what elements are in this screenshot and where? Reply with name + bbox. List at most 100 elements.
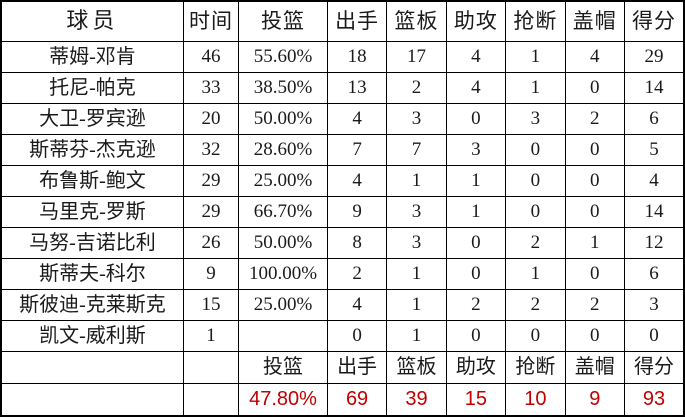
cell-blk: 0 [564, 71, 625, 104]
cell-fg_pct: 28.60% [238, 133, 328, 166]
cell-stl: 0 [505, 319, 566, 352]
player-name-cell: 布鲁斯-鲍文 [0, 164, 184, 197]
column-header-ast: 助攻 [445, 0, 507, 42]
cell-fga: 8 [326, 226, 388, 259]
column-header-reb: 篮板 [386, 0, 447, 42]
total-pts: 93 [623, 382, 685, 417]
total-fg_pct: 47.80% [238, 382, 328, 417]
cell-minutes: 9 [182, 257, 240, 290]
cell-fga: 18 [326, 40, 388, 73]
totals-column-header-ast: 助攻 [445, 350, 507, 384]
cell-ast: 1 [445, 195, 507, 228]
cell-reb: 7 [386, 133, 447, 166]
player-name-cell: 马努-吉诺比利 [0, 226, 184, 259]
total-stl: 10 [505, 382, 566, 417]
table-row: 凯文-威利斯 1 0 1 0 0 0 0 [0, 319, 685, 352]
cell-pts: 4 [623, 164, 685, 197]
cell-fga: 13 [326, 71, 388, 104]
player-name-cell: 斯蒂夫-科尔 [0, 257, 184, 290]
cell-reb: 3 [386, 102, 447, 135]
total-reb: 39 [386, 382, 447, 417]
cell-ast: 2 [445, 288, 507, 321]
cell-stl: 2 [505, 226, 566, 259]
cell-reb: 3 [386, 226, 447, 259]
cell-stl: 0 [505, 133, 566, 166]
cell-pts: 12 [623, 226, 685, 259]
player-name-cell: 托尼-帕克 [0, 71, 184, 104]
cell-fg_pct: 25.00% [238, 164, 328, 197]
totals-column-header-minutes [182, 350, 240, 384]
cell-fg_pct: 50.00% [238, 226, 328, 259]
totals-column-header-pts: 得分 [623, 350, 685, 384]
totals-column-header-fga: 出手 [326, 350, 388, 384]
cell-pts: 29 [623, 40, 685, 73]
totals-column-header-fg_pct: 投篮 [238, 350, 328, 384]
cell-pts: 14 [623, 195, 685, 228]
table-row: 马里克-罗斯 29 66.70% 9 3 1 0 0 14 [0, 195, 685, 228]
cell-minutes: 1 [182, 319, 240, 352]
cell-pts: 6 [623, 102, 685, 135]
table-row: 斯蒂夫-科尔 9 100.00% 2 1 0 1 0 6 [0, 257, 685, 290]
cell-fga: 4 [326, 288, 388, 321]
column-header-blk: 盖帽 [564, 0, 625, 42]
total-blk: 9 [564, 382, 625, 417]
cell-blk: 0 [564, 164, 625, 197]
cell-blk: 0 [564, 133, 625, 166]
cell-blk: 2 [564, 102, 625, 135]
cell-blk: 0 [564, 195, 625, 228]
cell-pts: 0 [623, 319, 685, 352]
cell-fga: 9 [326, 195, 388, 228]
cell-fga: 7 [326, 133, 388, 166]
table-row: 托尼-帕克 33 38.50% 13 2 4 1 0 14 [0, 71, 685, 104]
cell-blk: 1 [564, 226, 625, 259]
cell-blk: 0 [564, 319, 625, 352]
totals-empty-cell [0, 382, 184, 417]
totals-column-header-stl: 抢断 [505, 350, 566, 384]
cell-stl: 0 [505, 164, 566, 197]
cell-fga: 0 [326, 319, 388, 352]
cell-fg_pct [238, 319, 328, 352]
cell-ast: 3 [445, 133, 507, 166]
table-row: 斯彼迪-克莱斯克 15 25.00% 4 1 2 2 2 3 [0, 288, 685, 321]
cell-reb: 3 [386, 195, 447, 228]
cell-pts: 3 [623, 288, 685, 321]
total-ast: 15 [445, 382, 507, 417]
totals-header-row: 投篮 出手 篮板 助攻 抢断 盖帽 得分 [0, 350, 685, 384]
cell-ast: 0 [445, 257, 507, 290]
cell-minutes: 15 [182, 288, 240, 321]
table-row: 布鲁斯-鲍文 29 25.00% 4 1 1 0 0 4 [0, 164, 685, 197]
totals-column-header-reb: 篮板 [386, 350, 447, 384]
column-header-minutes: 时间 [182, 0, 240, 42]
table-row: 大卫-罗宾逊 20 50.00% 4 3 0 3 2 6 [0, 102, 685, 135]
column-header-fga: 出手 [326, 0, 388, 42]
cell-stl: 1 [505, 40, 566, 73]
cell-fg_pct: 25.00% [238, 288, 328, 321]
cell-ast: 0 [445, 319, 507, 352]
cell-ast: 0 [445, 102, 507, 135]
cell-minutes: 29 [182, 164, 240, 197]
cell-ast: 1 [445, 164, 507, 197]
cell-fg_pct: 66.70% [238, 195, 328, 228]
totals-column-header-blk: 盖帽 [564, 350, 625, 384]
cell-pts: 6 [623, 257, 685, 290]
cell-pts: 5 [623, 133, 685, 166]
player-name-cell: 大卫-罗宾逊 [0, 102, 184, 135]
cell-blk: 2 [564, 288, 625, 321]
cell-reb: 2 [386, 71, 447, 104]
column-header-player: 球员 [0, 0, 184, 42]
cell-pts: 14 [623, 71, 685, 104]
column-header-pts: 得分 [623, 0, 685, 42]
player-name-cell: 斯彼迪-克莱斯克 [0, 288, 184, 321]
player-name-cell: 马里克-罗斯 [0, 195, 184, 228]
cell-reb: 1 [386, 319, 447, 352]
cell-ast: 4 [445, 71, 507, 104]
total-fga: 69 [326, 382, 388, 417]
player-name-cell: 蒂姆-邓肯 [0, 40, 184, 73]
cell-minutes: 46 [182, 40, 240, 73]
cell-fg_pct: 50.00% [238, 102, 328, 135]
cell-stl: 1 [505, 257, 566, 290]
cell-reb: 17 [386, 40, 447, 73]
cell-reb: 1 [386, 257, 447, 290]
cell-fga: 4 [326, 102, 388, 135]
